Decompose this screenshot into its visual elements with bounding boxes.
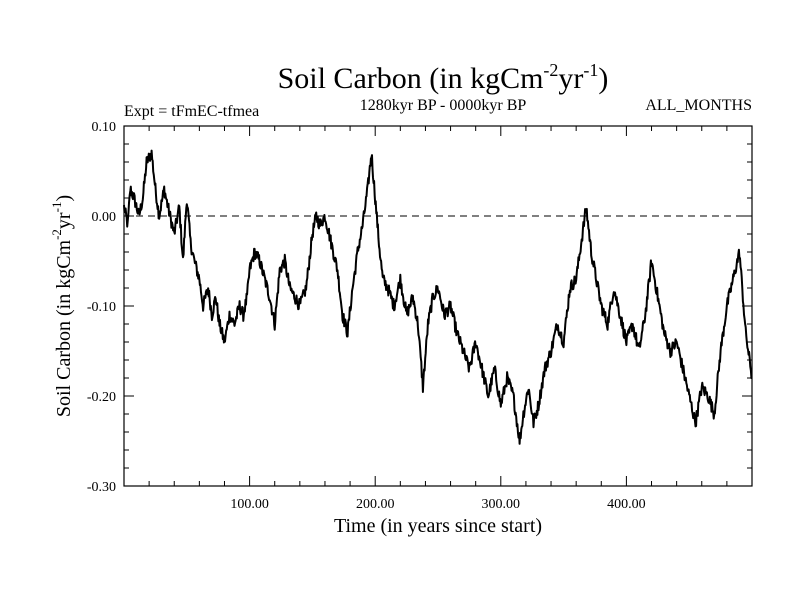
- y-tick-label: 0.10: [92, 120, 117, 135]
- y-label-mid: yr: [53, 212, 75, 229]
- subtitle-months: ALL_MONTHS: [645, 97, 752, 114]
- y-label-sup2: -1: [49, 202, 64, 213]
- y-label-sup1: -2: [49, 229, 64, 240]
- chart-title: Soil Carbon (in kgCm-2yr-1): [278, 60, 609, 95]
- chart-title-end: ): [598, 62, 608, 95]
- axes-group: 0.10 0.00 -0.10 -0.20 -0.30 100.00 200.00 300.0…: [87, 120, 752, 512]
- x-axis-label: Time (in years since start): [334, 515, 542, 537]
- subtitle-experiment: Expt = tFmEC-tfmea: [124, 103, 259, 120]
- y-tick-label: -0.20: [87, 390, 116, 405]
- y-label-main: Soil Carbon (in kgCm: [53, 239, 75, 417]
- subtitle-period: 1280kyr BP - 0000kyr BP: [360, 97, 527, 114]
- x-tick-label: 200.00: [356, 497, 395, 512]
- x-tick-label: 400.00: [607, 497, 646, 512]
- y-axis-label: Soil Carbon (in kgCm-2yr-1): [49, 195, 75, 417]
- y-tick-label: -0.30: [87, 480, 116, 495]
- chart-title-main: Soil Carbon (in kgCm: [278, 62, 544, 95]
- chart-title-sup2: -1: [583, 60, 598, 80]
- x-tick-label: 300.00: [482, 497, 521, 512]
- y-tick-label: -0.10: [87, 300, 116, 315]
- y-label-end: ): [53, 195, 75, 202]
- chart-title-mid: yr: [558, 62, 583, 95]
- x-tick-label: 100.00: [230, 497, 269, 512]
- y-tick-label: 0.00: [92, 210, 117, 225]
- series-soil-carbon-line: [123, 149, 753, 445]
- chart-title-sup1: -2: [543, 60, 558, 80]
